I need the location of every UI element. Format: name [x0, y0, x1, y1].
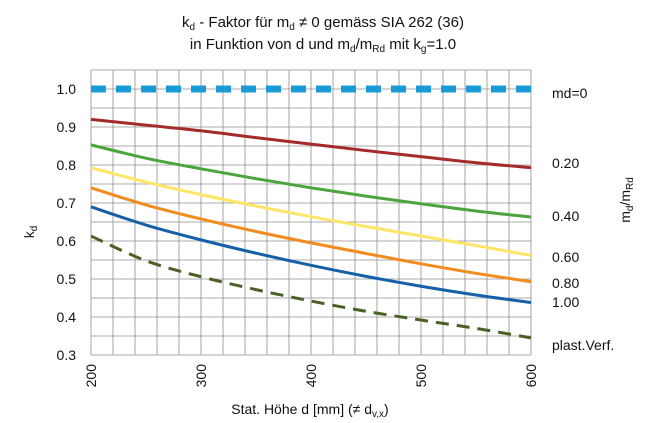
y-axis-label: kd — [21, 226, 40, 239]
right-axis-label: md/mRd — [617, 177, 636, 223]
y-tick-label: 0.4 — [57, 309, 77, 325]
x-tick-label: 500 — [413, 364, 429, 388]
series-group — [90, 85, 532, 340]
series-line-2 — [90, 143, 532, 219]
x-tick-label: 200 — [83, 364, 99, 388]
y-tick-label: 0.6 — [57, 233, 77, 249]
series-label-4: 0.80 — [552, 275, 579, 291]
series-label-6: plast.Verf. — [552, 337, 614, 353]
x-axis-label: Stat. Höhe d [mm] (≠ dv,x) — [231, 401, 388, 420]
series-line-3 — [90, 166, 532, 257]
x-tick-label: 300 — [193, 364, 209, 388]
x-tick-label: 400 — [303, 364, 319, 388]
series-line-5 — [90, 205, 532, 305]
series-line-6 — [90, 234, 532, 340]
series-line-4 — [90, 186, 532, 284]
y-tick-label: 0.5 — [57, 271, 77, 287]
y-tick-label: 1.0 — [57, 81, 77, 97]
chart-title-line-1: kd - Faktor für md ≠ 0 gemäss SIA 262 (3… — [182, 14, 464, 33]
chart-title-line-2: in Funktion von d und md/mRd mit kg=1.0 — [190, 36, 456, 55]
series-label-0: md=0 — [552, 85, 588, 101]
series-label-5: 1.00 — [552, 294, 579, 310]
y-tick-label: 0.9 — [57, 119, 77, 135]
x-tick-label: 600 — [523, 364, 539, 388]
grid — [90, 69, 532, 356]
y-tick-label: 0.7 — [57, 195, 77, 211]
series-label-2: 0.40 — [552, 208, 579, 224]
series-label-1: 0.20 — [552, 155, 579, 171]
series-label-3: 0.60 — [552, 249, 579, 265]
y-tick-label: 0.8 — [57, 157, 77, 173]
series-labels: md=0 0.20 0.40 0.60 0.80 1.00 plast.Verf. — [552, 85, 614, 353]
y-tick-label: 0.3 — [57, 347, 77, 363]
series-line-1 — [90, 117, 532, 170]
x-tick-labels: 200 300 400 500 600 — [83, 364, 539, 388]
y-tick-labels: 0.3 0.4 0.5 0.6 0.7 0.8 0.9 1.0 — [57, 81, 77, 363]
